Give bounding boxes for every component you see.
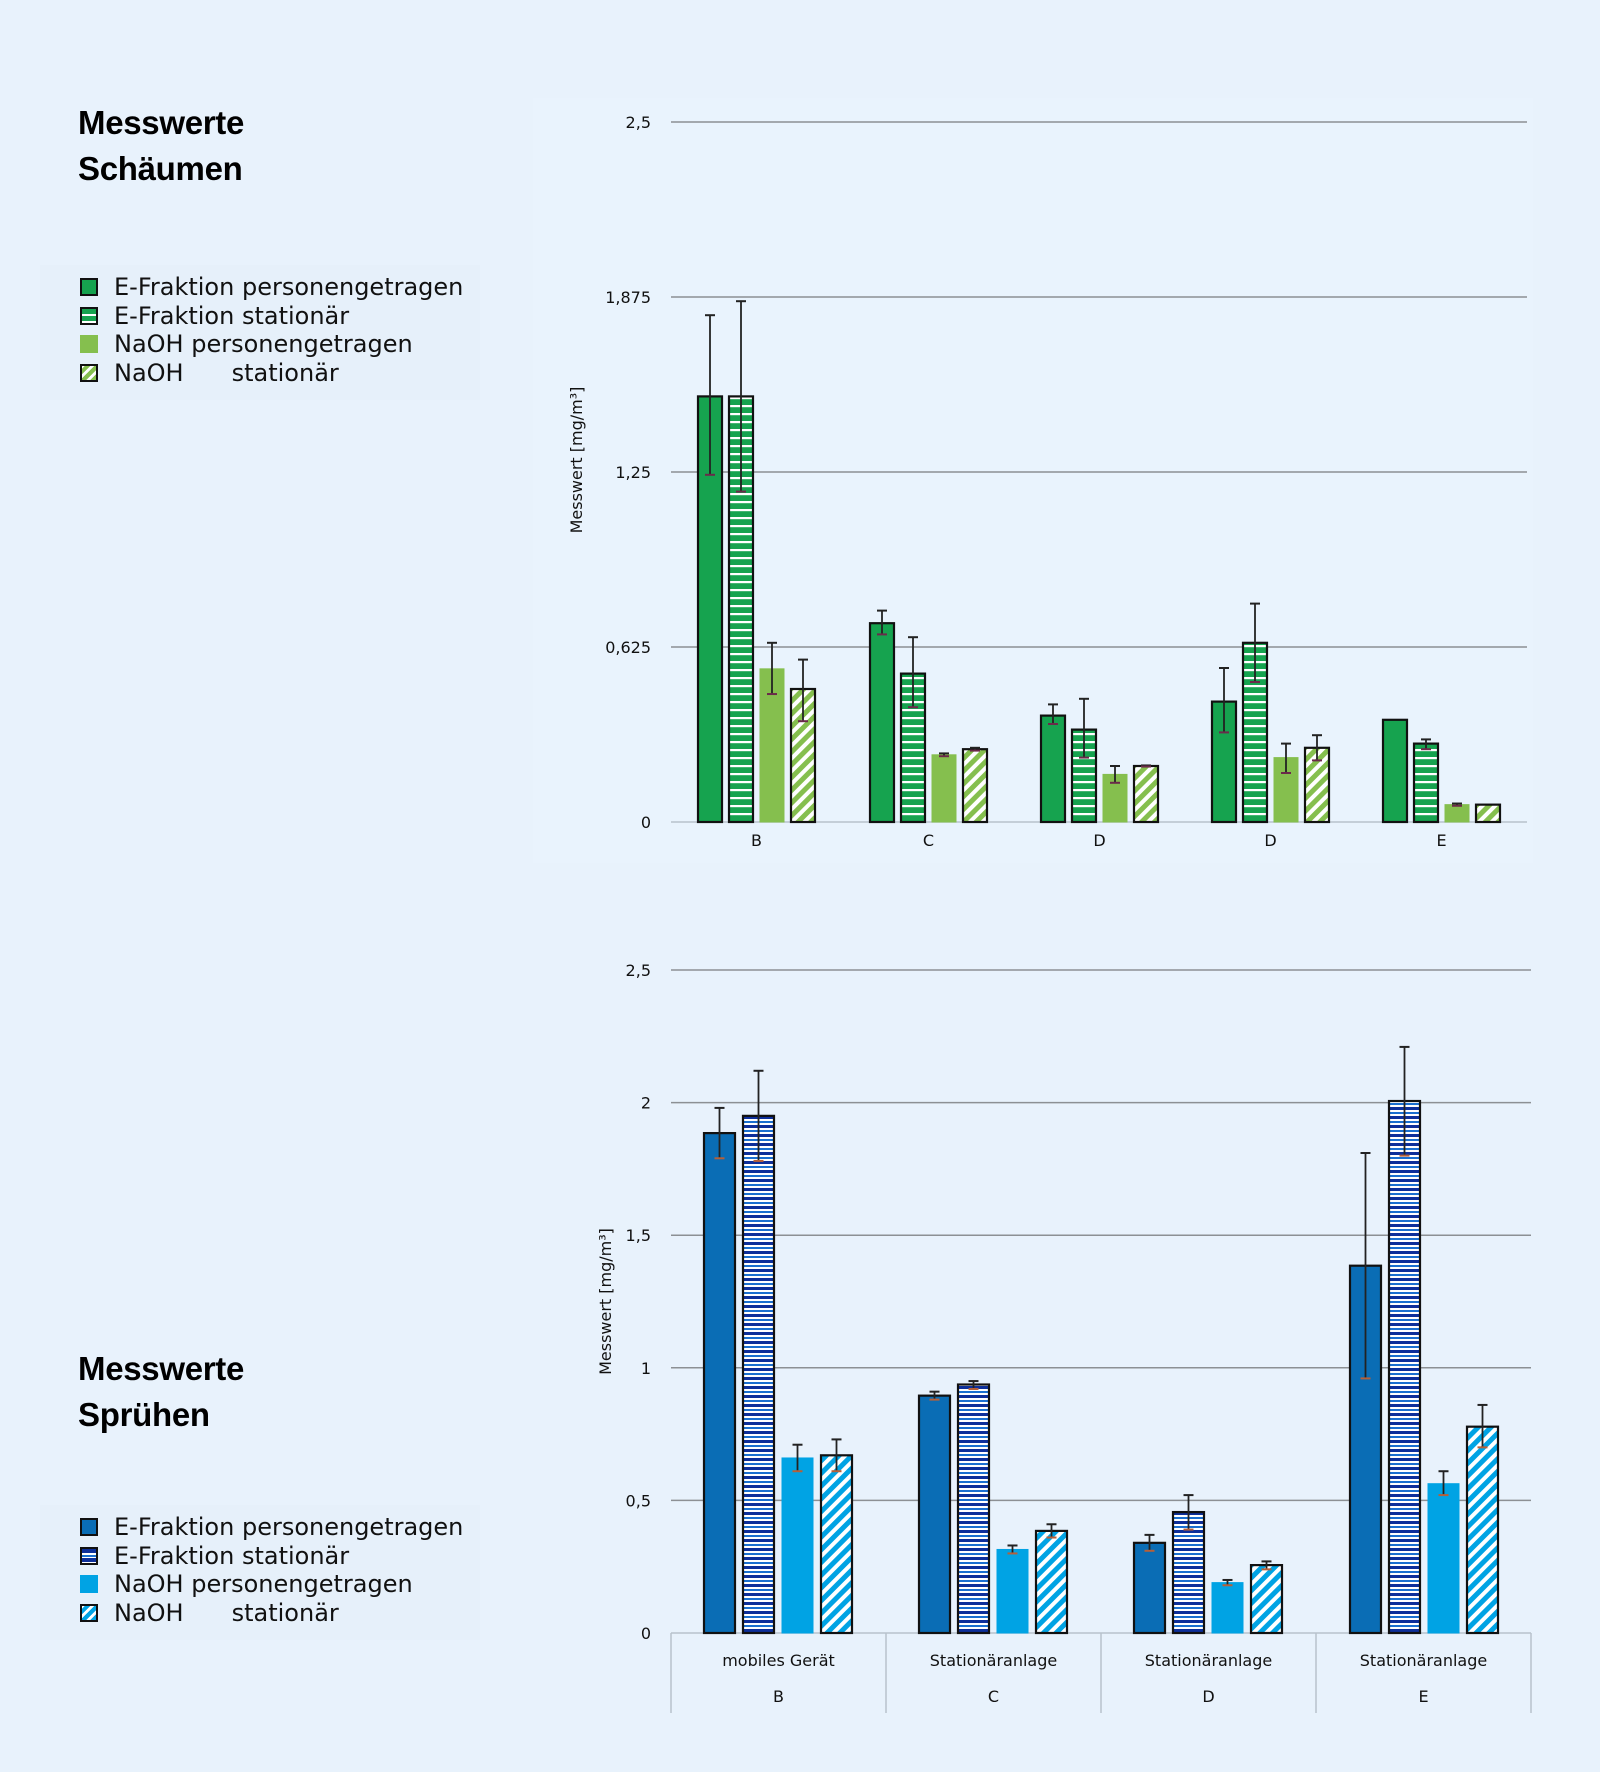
bar — [1249, 1564, 1284, 1635]
x-tick-label: D — [1264, 831, 1276, 850]
bar — [1412, 742, 1440, 824]
bar — [1034, 1529, 1069, 1635]
spraying-title-line1: Messwerte — [78, 1350, 245, 1387]
legend-item: E-Fraktion stationär — [80, 302, 480, 331]
x-tick-label: B — [751, 831, 762, 850]
legend-swatch-solid-icon — [80, 1518, 98, 1537]
x-tick-label: D — [1202, 1687, 1214, 1706]
bar — [868, 622, 896, 824]
spraying-legend: E-Fraktion personengetragen E-Fraktion s… — [40, 1505, 480, 1640]
y-tick-label: 0,625 — [605, 638, 651, 657]
legend-swatch-solid-icon — [80, 335, 98, 354]
x-tick-label: E — [1436, 831, 1446, 850]
legend-item: NaOH personengetragen — [80, 330, 480, 359]
x-group-label: mobiles Gerät — [722, 1651, 835, 1670]
x-tick-label: D — [1093, 831, 1105, 850]
legend-swatch-diagonal-icon — [80, 363, 98, 382]
y-tick-label: 1,5 — [626, 1226, 651, 1245]
bar — [996, 1548, 1029, 1634]
bar — [917, 1394, 952, 1635]
bar — [1427, 1483, 1460, 1634]
y-tick-label: 2,5 — [626, 961, 651, 980]
bar — [1387, 1099, 1422, 1635]
legend-label: E-Fraktion stationär — [114, 301, 350, 330]
bar — [1465, 1425, 1500, 1635]
legend-swatch-hstripe-icon — [80, 1546, 98, 1565]
x-group-label: Stationäranlage — [1360, 1651, 1487, 1670]
bar — [961, 748, 989, 824]
legend-label: E-Fraktion stationär — [114, 1541, 350, 1570]
spraying-title-line2: Sprühen — [78, 1396, 210, 1433]
bar — [727, 395, 755, 824]
foaming-legend: E-Fraktion personengetragen E-Fraktion s… — [40, 265, 480, 400]
x-tick-label: B — [773, 1687, 784, 1706]
bar — [702, 1131, 737, 1635]
y-tick-label: 2,5 — [626, 113, 651, 132]
bar — [956, 1383, 991, 1635]
bar — [1132, 1541, 1167, 1635]
y-tick-label: 0 — [641, 813, 651, 832]
legend-item: NaOH stationär — [80, 1599, 480, 1628]
legend-label-part: NaOH — [114, 358, 184, 387]
legend-item: NaOH stationär — [80, 359, 480, 388]
legend-item: NaOH personengetragen — [80, 1570, 480, 1599]
x-group-label: Stationäranlage — [1145, 1651, 1272, 1670]
bar — [1132, 764, 1160, 824]
bar — [1474, 803, 1502, 824]
y-tick-label: 1,25 — [615, 463, 651, 482]
spraying-title: Messwerte Sprühen — [78, 1346, 244, 1438]
y-tick-label: 1,875 — [605, 288, 651, 307]
legend-label: E-Fraktion personengetragen — [114, 273, 464, 302]
legend-label: E-Fraktion personengetragen — [114, 1513, 464, 1542]
bar — [1444, 804, 1470, 823]
legend-item: E-Fraktion personengetragen — [80, 1513, 480, 1542]
y-axis-title: Messwert [mg/m³] — [567, 387, 586, 534]
legend-label: NaOH stationär — [114, 1599, 339, 1627]
bar — [819, 1454, 854, 1635]
foaming-chart: 0 0,625 1,25 1,875 2,5 Messwert [mg/m³] B C D D E — [567, 113, 1527, 850]
y-tick-label: 1 — [641, 1359, 651, 1378]
legend-label: NaOH stationär — [114, 359, 339, 387]
legend-swatch-solid-icon — [80, 278, 98, 297]
legend-swatch-diagonal-icon — [80, 1603, 98, 1622]
legend-label: NaOH personengetragen — [114, 330, 413, 359]
legend-swatch-hstripe-icon — [80, 306, 98, 325]
legend-label-part: stationär — [231, 358, 339, 387]
bar — [1210, 700, 1238, 824]
x-tick-label: C — [988, 1687, 999, 1706]
bar — [1039, 714, 1067, 824]
y-axis-title: Messwert [mg/m³] — [596, 1228, 615, 1375]
spraying-chart: 0 0,5 1 1,5 2 2,5 Messwert [mg/m³] mobiles Gerä… — [596, 961, 1532, 1713]
bar — [1211, 1582, 1244, 1634]
legend-item: E-Fraktion stationär — [80, 1542, 480, 1571]
y-tick-label: 0 — [641, 1624, 651, 1643]
y-tick-label: 0,5 — [626, 1491, 651, 1510]
legend-label-part: NaOH — [114, 1598, 184, 1627]
foaming-title-line1: Messwerte — [78, 104, 245, 141]
foaming-title: Messwerte Schäumen — [78, 100, 244, 192]
bar — [1381, 718, 1409, 824]
bar — [781, 1457, 814, 1634]
legend-label: NaOH personengetragen — [114, 1570, 413, 1599]
y-tick-label: 2 — [641, 1094, 651, 1113]
bar — [931, 754, 957, 823]
x-tick-label: C — [923, 831, 934, 850]
x-group-label: Stationäranlage — [930, 1651, 1057, 1670]
legend-swatch-solid-icon — [80, 1575, 98, 1594]
x-tick-label: E — [1418, 1687, 1428, 1706]
legend-label-part: stationär — [231, 1598, 339, 1627]
legend-item: E-Fraktion personengetragen — [80, 273, 480, 302]
bar — [1171, 1510, 1206, 1635]
bar — [741, 1114, 776, 1635]
foaming-title-line2: Schäumen — [78, 150, 243, 187]
